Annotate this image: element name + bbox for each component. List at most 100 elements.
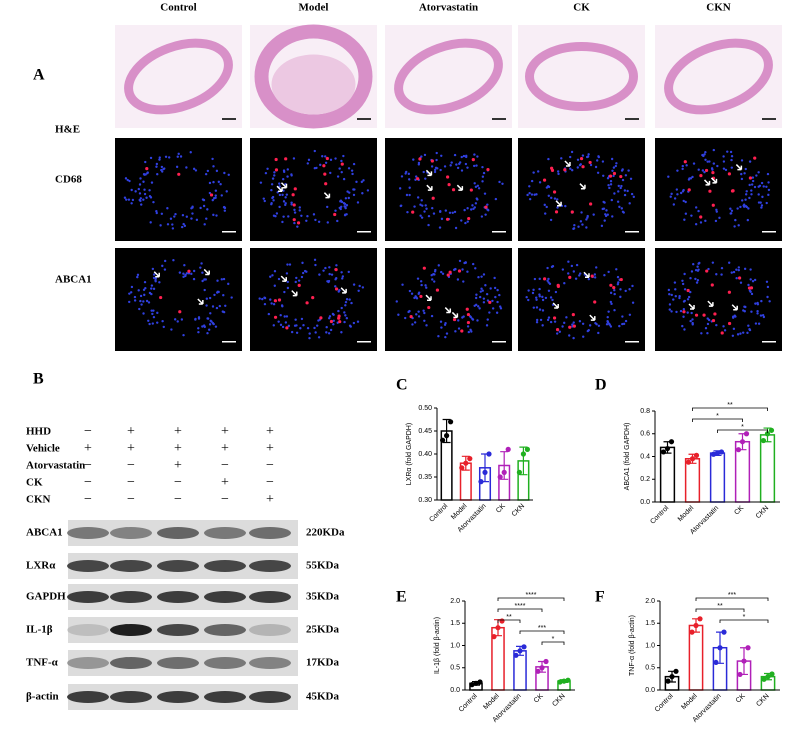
nucleus bbox=[417, 310, 420, 313]
nucleus bbox=[350, 301, 353, 305]
nucleus bbox=[466, 270, 469, 273]
nucleus bbox=[306, 214, 309, 218]
nucleus bbox=[142, 312, 145, 315]
nucleus bbox=[290, 330, 294, 334]
nucleus bbox=[592, 213, 595, 216]
blot-band bbox=[110, 527, 152, 539]
nucleus bbox=[334, 285, 337, 288]
nucleus bbox=[314, 331, 317, 334]
nucleus bbox=[457, 319, 460, 322]
nucleus bbox=[350, 169, 354, 172]
nucleus bbox=[730, 158, 733, 162]
nucleus bbox=[202, 198, 206, 202]
nucleus bbox=[485, 324, 489, 327]
signal bbox=[484, 205, 488, 209]
fluor-image bbox=[115, 248, 242, 351]
nucleus bbox=[747, 324, 750, 327]
nucleus bbox=[211, 198, 214, 202]
nucleus bbox=[708, 160, 711, 163]
nucleus bbox=[205, 297, 209, 300]
nucleus bbox=[631, 284, 634, 288]
nucleus bbox=[568, 155, 572, 159]
scale-bar bbox=[357, 118, 371, 120]
nucleus bbox=[670, 310, 673, 313]
nucleus bbox=[576, 158, 580, 161]
nucleus bbox=[715, 208, 718, 212]
nucleus bbox=[155, 162, 159, 166]
data-point bbox=[513, 652, 519, 658]
nucleus bbox=[695, 281, 699, 284]
scale-bar bbox=[357, 231, 371, 233]
nucleus bbox=[595, 266, 598, 269]
nucleus bbox=[619, 295, 622, 299]
nucleus bbox=[150, 292, 153, 296]
arrow bbox=[710, 177, 718, 184]
data-point bbox=[717, 645, 723, 651]
nucleus bbox=[741, 331, 745, 334]
nucleus bbox=[271, 177, 275, 180]
nucleus bbox=[579, 220, 583, 223]
nucleus bbox=[557, 172, 560, 176]
nucleus bbox=[610, 157, 614, 161]
nucleus bbox=[704, 150, 707, 154]
nucleus bbox=[477, 276, 480, 279]
signal bbox=[446, 175, 450, 179]
nucleus bbox=[145, 196, 148, 199]
nucleus bbox=[612, 166, 616, 169]
nucleus bbox=[175, 165, 179, 169]
nucleus bbox=[683, 272, 686, 276]
treatment-sign: + bbox=[221, 424, 229, 439]
arrow bbox=[280, 275, 287, 282]
nucleus bbox=[541, 295, 544, 299]
data-point bbox=[557, 679, 563, 685]
nucleus bbox=[670, 192, 673, 196]
nucleus bbox=[194, 169, 198, 172]
data-point bbox=[743, 431, 750, 437]
nucleus bbox=[481, 289, 484, 292]
nucleus bbox=[328, 315, 332, 318]
nucleus bbox=[745, 205, 748, 209]
nucleus bbox=[195, 218, 199, 222]
nucleus bbox=[732, 270, 736, 274]
nucleus bbox=[421, 204, 424, 207]
nucleus bbox=[458, 161, 462, 164]
nucleus bbox=[580, 211, 583, 214]
nucleus bbox=[283, 290, 286, 294]
data-point bbox=[495, 625, 501, 631]
nucleus bbox=[587, 329, 590, 332]
nucleus bbox=[287, 324, 291, 328]
nucleus bbox=[136, 275, 139, 279]
nucleus bbox=[197, 327, 200, 330]
nucleus bbox=[620, 184, 623, 188]
sig-bracket bbox=[692, 407, 768, 411]
treatment-sign: + bbox=[174, 458, 182, 473]
nucleus bbox=[760, 299, 763, 303]
y-tick-label: 1.5 bbox=[450, 620, 460, 627]
blot-band bbox=[157, 591, 199, 603]
nucleus bbox=[547, 194, 550, 197]
nucleus bbox=[550, 196, 553, 200]
nucleus bbox=[476, 184, 480, 187]
nucleus bbox=[722, 155, 725, 158]
nucleus bbox=[531, 291, 535, 295]
size-label: 25KDa bbox=[306, 624, 340, 636]
nucleus bbox=[156, 321, 159, 324]
bar bbox=[709, 452, 726, 503]
nucleus bbox=[750, 193, 753, 196]
nucleus bbox=[743, 172, 746, 175]
nucleus bbox=[530, 179, 534, 183]
signal bbox=[435, 288, 440, 292]
nucleus bbox=[182, 275, 185, 279]
nucleus bbox=[687, 178, 691, 181]
nucleus bbox=[308, 336, 311, 340]
nucleus bbox=[553, 320, 557, 323]
data-point bbox=[693, 452, 700, 458]
nucleus bbox=[609, 300, 613, 304]
signal bbox=[274, 157, 278, 162]
nucleus bbox=[628, 288, 631, 291]
nucleus bbox=[586, 216, 589, 219]
nucleus bbox=[134, 190, 137, 193]
nucleus bbox=[734, 315, 737, 318]
nucleus bbox=[462, 280, 465, 283]
nucleus bbox=[729, 212, 733, 215]
